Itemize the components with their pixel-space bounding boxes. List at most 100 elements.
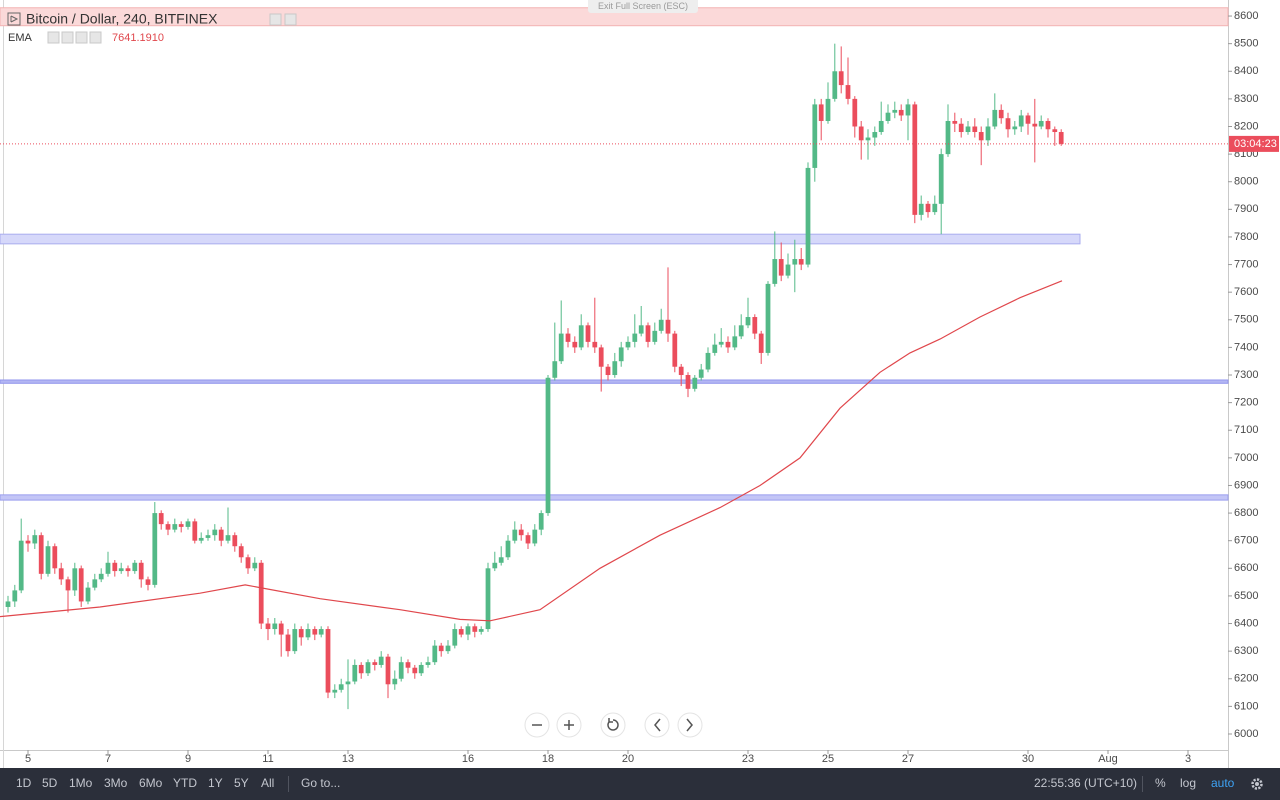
timeframe-button[interactable]: 6Mo [139,776,163,790]
candle-body [432,645,438,663]
candle-body [625,341,631,348]
candle-body [598,347,604,367]
candle-body [492,562,498,569]
timeframe-button[interactable]: 1D [16,776,32,790]
indicator-settings-button[interactable] [61,31,74,44]
candle-body [212,529,218,536]
candle-body [332,689,338,693]
timeframe-button[interactable]: 5D [42,776,58,790]
hide-button[interactable] [284,13,297,26]
candle-body [785,264,791,276]
candle-body [985,126,991,141]
candle-body [965,126,971,133]
candle-body [345,681,351,685]
y-tick-label: 7800 [1234,231,1258,243]
candle-body [698,369,704,378]
candle-body [1038,120,1044,127]
candle-body [978,132,984,141]
candle-body [312,629,318,635]
candle-body [1052,129,1058,133]
zoom-in-icon [564,720,574,730]
timeframe-button[interactable]: All [261,776,275,790]
zone [0,233,1081,245]
candle-body [5,601,11,607]
y-tick-label: 6100 [1234,700,1258,712]
scroll-right-button[interactable] [677,712,703,738]
candle-body [872,132,878,138]
candle-body [398,662,404,679]
bottom-toolbar: Go to... 22:55:36 (UTC+10) 1D 5D 1Mo 3Mo 6Mo… [0,768,1280,800]
y-tick-label: 7500 [1234,314,1258,326]
candle-body [938,154,944,204]
candle-body [572,341,578,348]
y-tick-label: 8300 [1234,93,1258,105]
go-to-button[interactable]: Go to... [301,776,341,790]
candle-body [885,112,891,121]
y-tick-label: 7200 [1234,397,1258,409]
reset-button[interactable] [600,712,626,738]
settings-button[interactable] [1249,776,1265,792]
indicator-visibility-button[interactable] [47,31,60,44]
candle-body [465,626,471,635]
exit-full-screen-button[interactable]: Exit Full Screen (ESC) [588,0,698,13]
candle-body [192,521,198,541]
x-tick-label: 9 [185,753,191,765]
chart-title: Bitcoin / Dollar, 240, BITFINEX [26,11,218,27]
x-tick-label: 18 [542,753,554,765]
scroll-left-button[interactable] [644,712,670,738]
candle-body [132,562,138,572]
y-tick-label: 8500 [1234,38,1258,50]
indicator-more-button[interactable] [75,31,88,44]
candle-body [438,645,444,652]
candle-body [652,330,658,342]
x-tick-label: 20 [622,753,634,765]
candle-body [612,361,618,376]
y-tick-label: 6300 [1234,645,1258,657]
candle-body [992,109,998,127]
candle-body [538,513,544,530]
candle-body [98,573,104,580]
indicator-value: 7641.1910 [112,32,164,44]
candle-body [292,629,298,652]
x-tick-label: 3 [1185,753,1191,765]
candle-body [658,319,664,331]
candle-body [852,98,858,127]
countdown-label: 03:04:23 [1234,138,1277,150]
y-tick-label: 8200 [1234,120,1258,132]
candle-body [825,98,831,121]
axes: 6000 6100 6200 6300 6400 6500 6600 6700 6800 6900… [0,10,1279,765]
candle-body [305,629,311,638]
candle-body [1018,115,1024,127]
candle-body [125,568,131,572]
candle-body [892,109,898,113]
scale-button[interactable]: auto [1211,776,1235,790]
x-tick-label: 23 [742,753,754,765]
candle-body [405,662,411,668]
timeframe-button[interactable]: YTD [173,776,197,790]
candle-body [65,579,71,591]
candle-body [338,684,344,690]
scale-button[interactable]: log [1180,776,1197,790]
candle-body [1058,132,1064,144]
candle-body [738,325,744,337]
settings-button[interactable] [269,13,282,26]
candle-body [32,535,38,544]
candle-body [358,664,364,674]
y-tick-label: 7000 [1234,452,1258,464]
candle-body [165,524,171,530]
candle-body [552,361,558,378]
x-tick-label: 7 [105,753,111,765]
candle-body [972,126,978,133]
scale-button[interactable]: % [1155,776,1166,790]
x-tick-label: 11 [262,753,273,765]
indicator-remove-button[interactable] [89,31,102,44]
candle-body [172,524,178,530]
timeframe-button[interactable]: 1Mo [69,776,93,790]
candle-body [105,562,111,574]
candle-body [385,656,391,685]
timeframe-button[interactable]: 5Y [234,776,249,790]
timeframe-button[interactable]: 1Y [208,776,223,790]
candle-body [858,126,864,141]
timeframe-button[interactable]: 3Mo [104,776,128,790]
